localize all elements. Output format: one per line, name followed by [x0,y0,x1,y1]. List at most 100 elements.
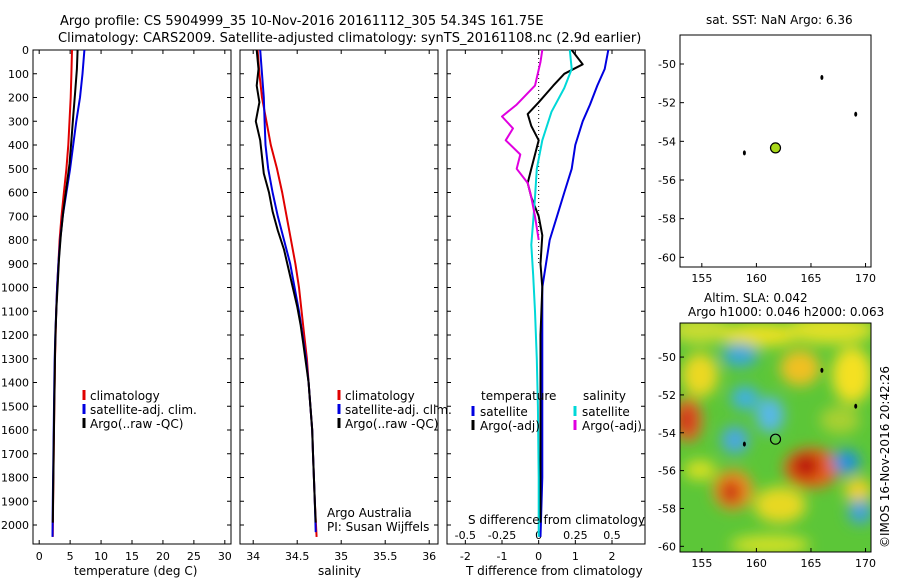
s-difference-xlabel: S difference from climatology [468,513,645,527]
legend-label: satellite-adj. clim. [345,403,452,417]
sst-map-frame [679,34,872,268]
y-tick-label: 100 [8,68,29,81]
legend-title-salinity: salinity [583,389,626,403]
island-marker [854,403,858,409]
y-tick-label: 1300 [1,353,29,366]
map-y-tick-label: -60 [658,251,676,264]
map-y-tick-label: -52 [658,389,676,402]
island-marker [742,150,746,156]
x-tick-label: -2 [460,550,471,563]
x2-tick-label: -0.25 [488,529,516,542]
y-tick-label: 700 [8,210,29,223]
t-difference-xlabel: T difference from climatology [465,564,643,578]
map-x-tick-label: 170 [855,557,876,570]
map-x-tick-label: 155 [691,557,712,570]
pi-name-label: PI: Susan Wijffels [327,520,429,534]
island-marker [742,441,746,447]
temperature-xlabel: temperature (deg C) [74,564,197,578]
y-tick-label: 1700 [1,448,29,461]
imos-credit: ©IMOS 16-Nov-2016 20:42:26 [878,366,892,548]
legend-label: satellite [582,405,630,419]
x2-tick-label: -0.5 [455,529,476,542]
series-line [51,49,79,523]
legend-label: Argo(..raw -QC) [90,417,183,431]
sst-map: 155 160 165 170 -50 -52 -54 -56 -58 -60 [658,58,876,285]
map-y-tick-label: -54 [658,427,676,440]
figure-title-line1: Argo profile: CS 5904999_35 10-Nov-2016 … [60,14,544,29]
salinity-xlabel: salinity [318,564,361,578]
map-y-tick-label: -50 [658,351,676,364]
map-y-tick-label: -60 [658,540,676,553]
y-tick-label: 2000 [1,519,29,532]
legend-label: satellite [480,405,528,419]
y-tick-label: 600 [8,187,29,200]
series-line [254,49,317,523]
island-marker [854,111,858,117]
x-tick-label: 10 [94,550,108,563]
map-x-tick-label: 160 [746,557,767,570]
argo-australia-label: Argo Australia [327,506,412,520]
legend-label: Argo(..raw -QC) [345,417,438,431]
sla-map-field [680,323,871,552]
salinity-panel-frame [239,49,439,545]
map-x-tick-label: 165 [800,557,821,570]
series-line [501,49,544,241]
y-tick-label: 400 [8,139,29,152]
map-x-tick-label: 160 [746,272,767,285]
sla-map: 155 160 165 170 -50 -52 -54 -56 -58 -60 [658,351,876,570]
series-line [539,49,610,537]
island-marker [820,367,824,373]
x-tick-label: 5 [67,550,74,563]
y-tick-label: 1800 [1,472,29,485]
x-tick-label: 20 [156,550,170,563]
y-tick-label: 1400 [1,377,29,390]
legend-label: climatology [345,389,415,403]
x-tick-label: 30 [218,550,232,563]
x-tick-label: 35 [334,550,348,563]
island-marker [820,75,824,81]
map-y-tick-label: -58 [658,502,676,515]
map-y-tick-label: -52 [658,97,676,110]
y-tick-label: 1600 [1,424,29,437]
profile-location-marker [769,142,782,154]
figure-title-line2: Climatology: CARS2009. Satellite-adjuste… [58,31,641,46]
sla-map-frame [679,322,872,553]
x-tick-label: 34.5 [285,550,310,563]
series-line [530,49,573,537]
x-tick-label: 25 [187,550,201,563]
y-tick-label: 1200 [1,329,29,342]
y-tick-label: 200 [8,92,29,105]
y-tick-label: 0 [22,44,29,57]
salinity-panel: 34 34.5 35 35.5 36 climatologysatellite-adj. … [240,49,452,563]
x-tick-label: 0 [36,550,43,563]
x-tick-label: 36 [422,550,436,563]
series-line [526,49,584,523]
y-tick-label: 500 [8,163,29,176]
legend-label: climatology [90,389,160,403]
x-tick-label: 1 [572,550,579,563]
x2-tick-label: 0.25 [563,529,588,542]
y-tick-label: 300 [8,115,29,128]
legend-title-temperature: temperature [481,389,556,403]
x-tick-label: 34 [246,550,260,563]
temperature-panel: 0100200300400500600700800900100011001200… [1,44,232,563]
sla-map-title-line1: Altim. SLA: 0.042 [704,291,808,305]
y-tick-label: 1900 [1,495,29,508]
map-y-tick-label: -50 [658,58,676,71]
sla-map-title-line2: Argo h1000: 0.046 h2000: 0.063 [688,305,884,319]
x-tick-label: 0 [535,550,542,563]
map-y-tick-label: -54 [658,135,676,148]
x2-tick-label: 0.5 [603,529,621,542]
x-tick-label: -1 [497,550,508,563]
legend-label: Argo(-adj) [480,419,540,433]
x-tick-label: 2 [609,550,616,563]
y-tick-label: 900 [8,258,29,271]
legend-label: Argo(-adj) [582,419,642,433]
map-x-tick-label: 155 [691,272,712,285]
map-x-tick-label: 170 [855,272,876,285]
y-tick-label: 1000 [1,282,29,295]
sst-map-title: sat. SST: NaN Argo: 6.36 [706,13,853,27]
